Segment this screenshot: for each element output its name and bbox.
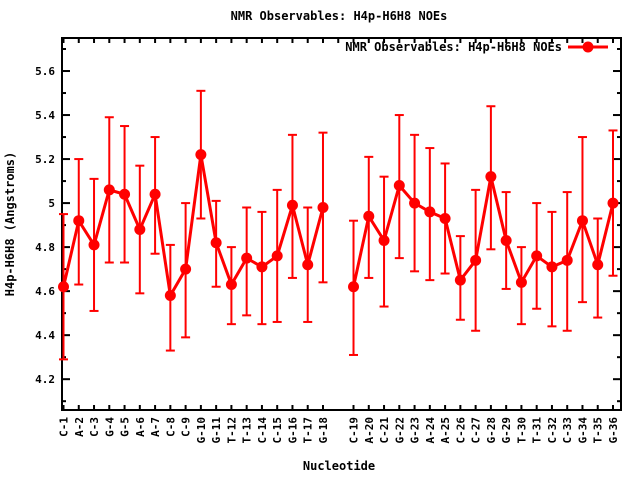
plot-border [61, 37, 622, 411]
data-point-C-26 [454, 274, 466, 286]
legend-label: NMR Observables: H4p-H6H8 NOEs [345, 40, 562, 54]
data-point-C-33 [561, 254, 573, 266]
data-point-A-24 [424, 206, 436, 218]
x-tick-label-T-17: T-17 [302, 417, 315, 444]
data-point-G-22 [393, 179, 405, 191]
y-tick-label: 5.4 [35, 109, 55, 122]
x-tick-label-A-24: A-24 [424, 417, 437, 444]
x-tick-label-C-14: C-14 [256, 417, 269, 444]
data-point-T-31 [531, 250, 543, 262]
x-tick-label-T-30: T-30 [515, 417, 528, 444]
data-point-T-12 [225, 279, 237, 291]
x-tick-label-C-33: C-33 [561, 417, 574, 444]
y-tick-label: 4.2 [35, 373, 55, 386]
x-tick-label-T-12: T-12 [225, 417, 238, 444]
x-tick-label-G-18: G-18 [317, 417, 330, 444]
series-line-strand2 [352, 176, 615, 288]
y-tick-label: 5 [48, 197, 55, 210]
y-tick-label: 5.2 [35, 153, 55, 166]
y-axis-label: H4p-H6H8 (Angstroms) [3, 152, 17, 297]
data-point-G-16 [286, 199, 298, 211]
x-tick-label-C-27: C-27 [470, 417, 483, 444]
data-point-C-19 [348, 281, 360, 293]
data-point-G-11 [210, 237, 222, 249]
data-point-G-28 [485, 171, 497, 183]
data-point-G-5 [119, 188, 131, 200]
data-point-T-35 [592, 259, 604, 271]
x-tick-label-C-15: C-15 [271, 417, 284, 444]
legend-sample-marker [582, 41, 594, 53]
data-point-C-15 [271, 250, 283, 262]
x-tick-label-C-26: C-26 [454, 417, 467, 444]
data-point-C-21 [378, 235, 390, 247]
x-tick-label-A-25: A-25 [439, 417, 452, 444]
data-point-A-6 [134, 224, 146, 236]
data-point-A-7 [149, 188, 161, 200]
series-line-strand1 [62, 154, 325, 300]
x-tick-label-G-10: G-10 [195, 417, 208, 444]
x-tick-label-G-11: G-11 [210, 417, 223, 444]
data-point-T-17 [302, 259, 314, 271]
y-tick-label: 5.6 [35, 65, 55, 78]
x-tick-label-A-6: A-6 [134, 417, 147, 437]
data-point-C-32 [546, 261, 558, 273]
x-tick-label-G-5: G-5 [119, 417, 132, 437]
data-point-A-25 [439, 212, 451, 224]
data-point-C-14 [256, 261, 268, 273]
x-axis-label: Nucleotide [303, 459, 375, 473]
x-tick-label-A-20: A-20 [363, 417, 376, 444]
x-tick-label-C-21: C-21 [378, 417, 391, 444]
data-point-A-20 [363, 210, 375, 222]
data-point-G-10 [195, 149, 207, 161]
x-tick-label-G-29: G-29 [500, 417, 513, 444]
data-point-G-4 [103, 184, 115, 196]
x-tick-label-G-22: G-22 [393, 417, 406, 444]
x-tick-label-C-8: C-8 [164, 417, 177, 437]
x-tick-label-G-23: G-23 [409, 417, 422, 444]
x-tick-label-C-3: C-3 [88, 417, 101, 437]
x-tick-label-G-34: G-34 [576, 417, 589, 444]
x-tick-label-C-19: C-19 [348, 417, 361, 444]
x-tick-label-G-4: G-4 [103, 417, 116, 437]
data-point-C-9 [180, 263, 192, 275]
x-tick-label-A-2: A-2 [73, 417, 86, 437]
x-tick-label-C-1: C-1 [58, 417, 71, 437]
data-point-G-29 [500, 235, 512, 247]
data-point-T-13 [241, 252, 253, 264]
x-tick-label-T-13: T-13 [241, 417, 254, 444]
data-point-C-3 [88, 239, 100, 251]
x-tick-label-G-28: G-28 [485, 417, 498, 444]
x-tick-label-T-35: T-35 [592, 417, 605, 444]
legend: NMR Observables: H4p-H6H8 NOEs [345, 40, 608, 54]
y-tick-label: 4.8 [35, 241, 55, 254]
x-tick-label-T-31: T-31 [531, 417, 544, 444]
y-tick-label: 4.4 [35, 329, 55, 342]
data-point-C-27 [470, 254, 482, 266]
x-tick-label-A-7: A-7 [149, 417, 162, 437]
x-tick-label-C-32: C-32 [546, 417, 559, 444]
data-point-G-23 [409, 197, 421, 209]
y-tick-label: 4.6 [35, 285, 55, 298]
plot-area: 4.2 4.4 4.6 4.8 5 5.2 5.4 5.6 C-1 A-2 C-3 G-4 G-5 A-6… [35, 37, 622, 444]
data-point-A-2 [73, 215, 85, 227]
data-point-G-34 [576, 215, 588, 227]
x-tick-label-G-36: G-36 [607, 417, 620, 444]
x-tick-label-G-16: G-16 [286, 417, 299, 444]
x-tick-label-C-9: C-9 [180, 417, 193, 437]
chart-title: NMR Observables: H4p-H6H8 NOEs [231, 9, 448, 23]
data-point-C-8 [164, 290, 176, 302]
data-point-G-36 [607, 197, 619, 209]
data-point-T-30 [515, 276, 527, 288]
data-point-C-1 [58, 281, 69, 293]
data-point-G-18 [317, 201, 329, 213]
